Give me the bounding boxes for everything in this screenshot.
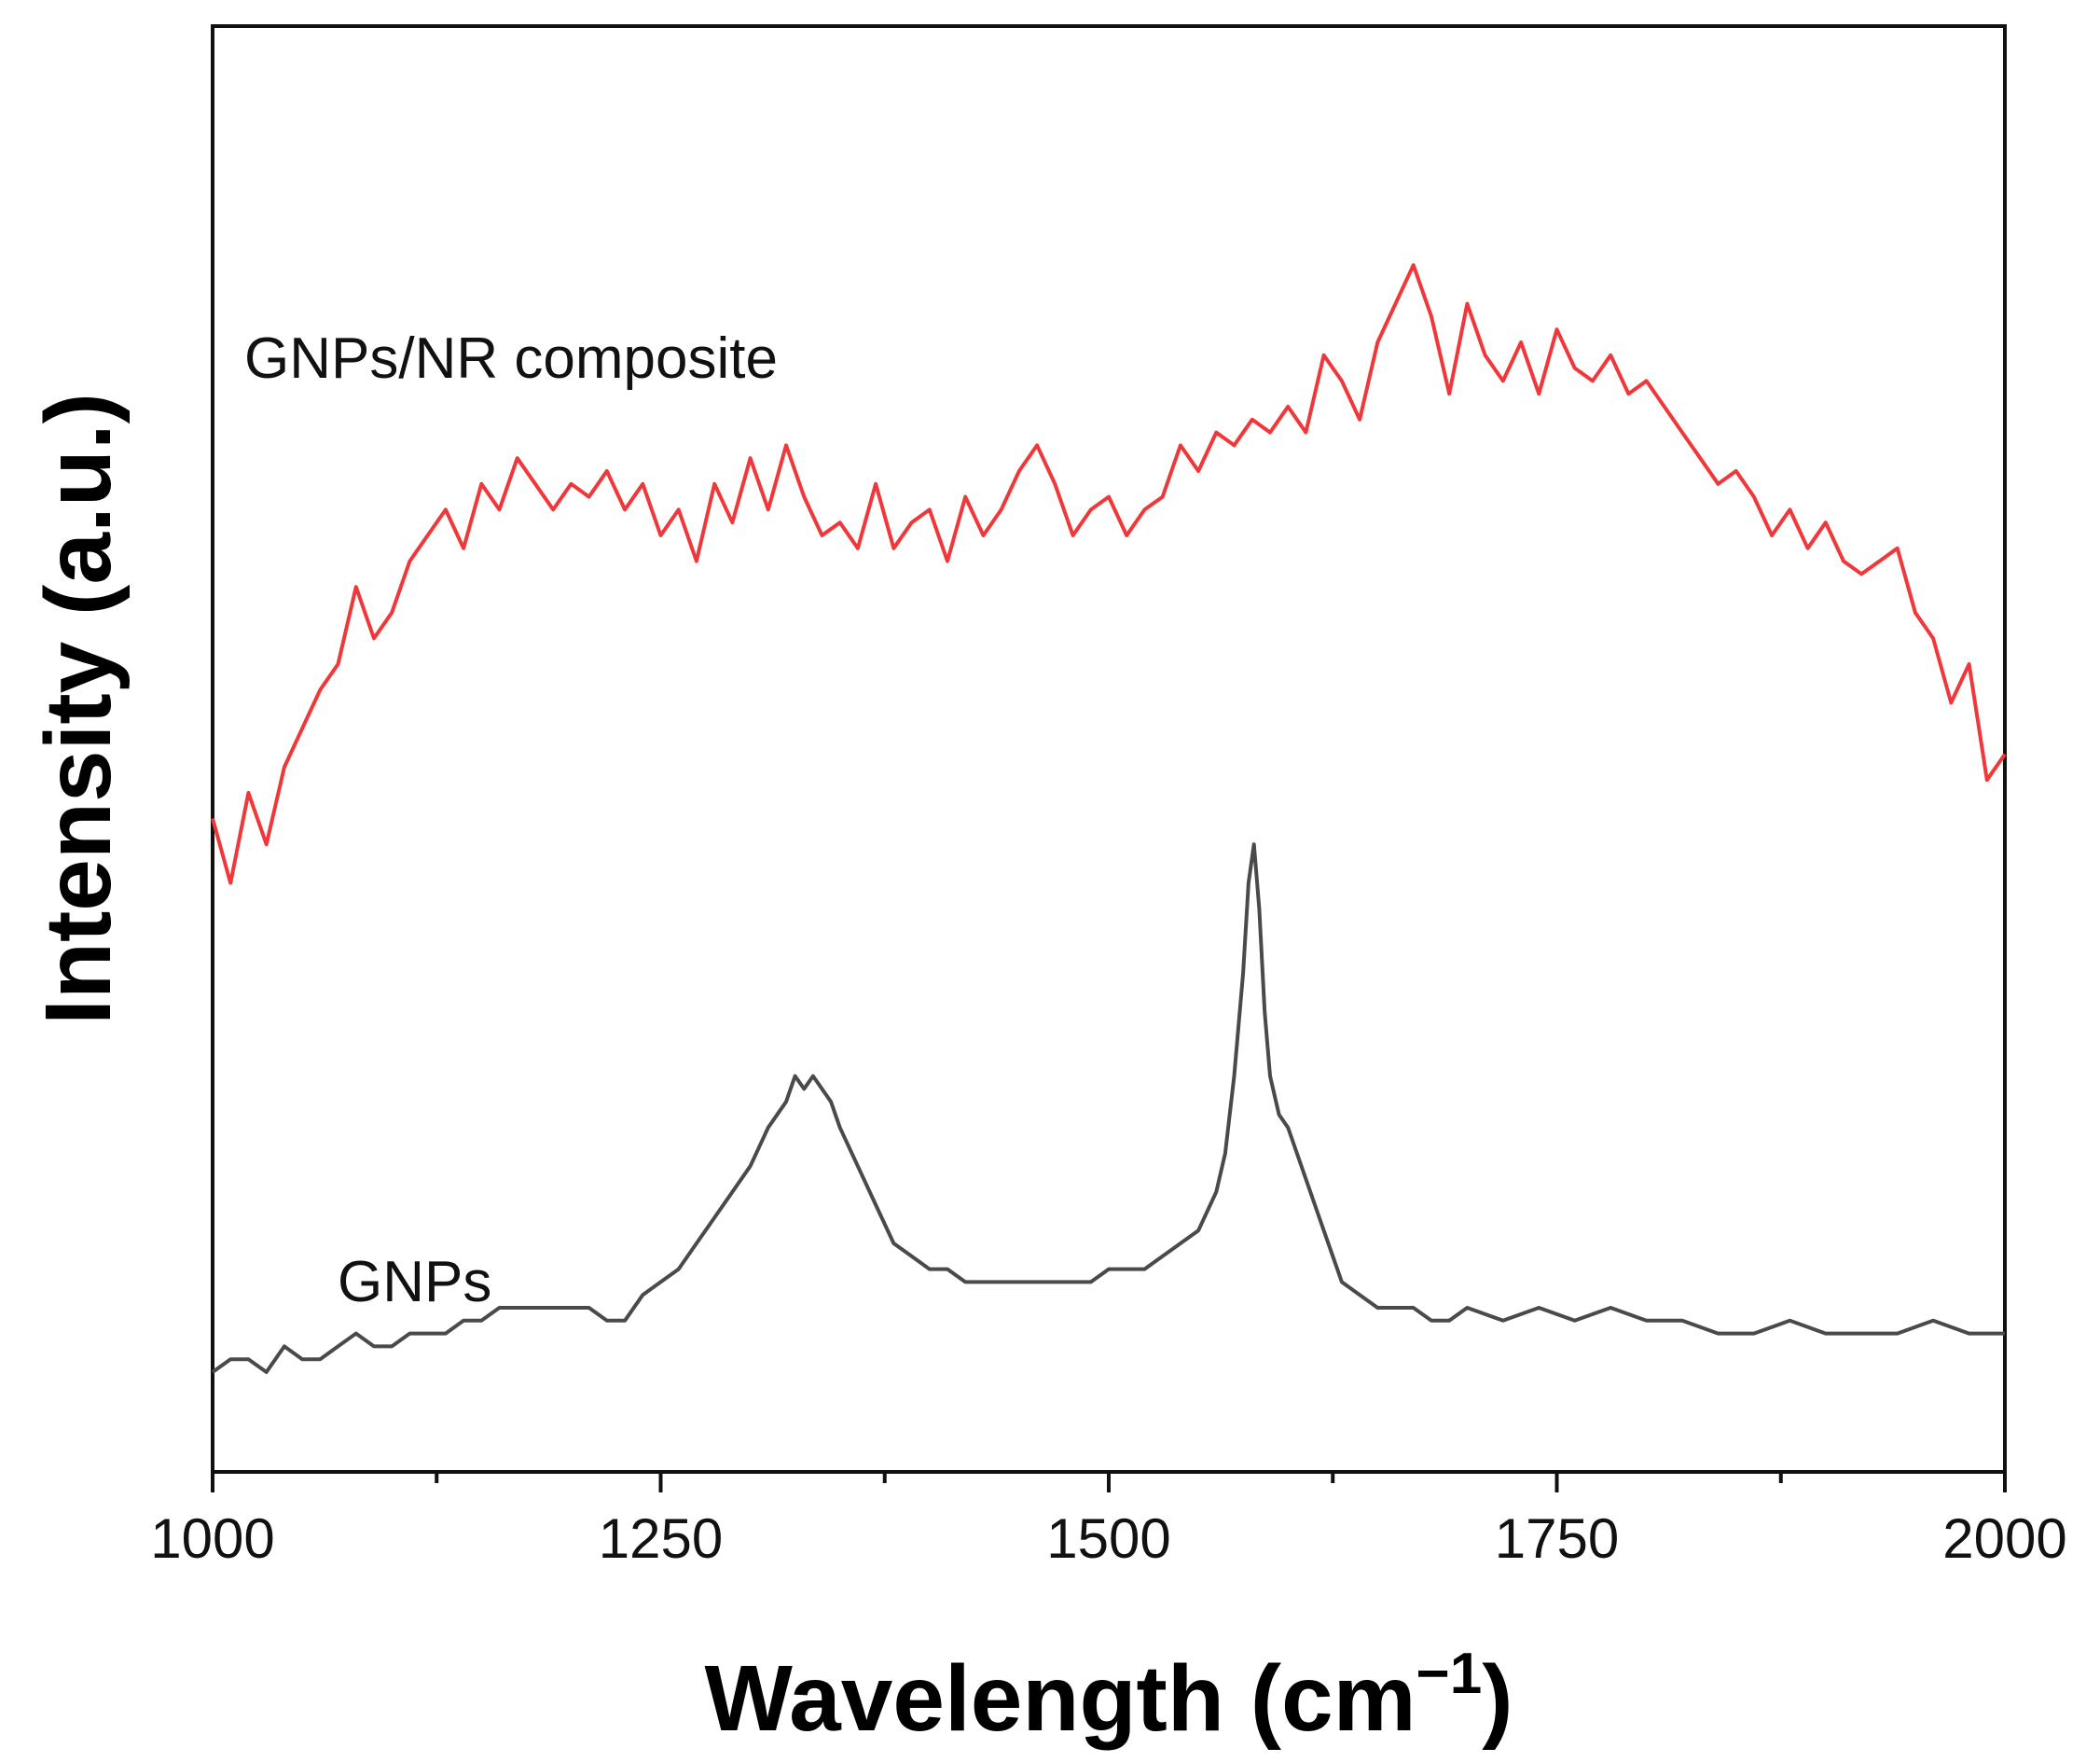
x-tick-label: 2000: [1942, 1507, 2066, 1570]
x-axis-tick-labels: 1000 1250 1500 1750 2000: [150, 1507, 2066, 1570]
y-axis-title: Intensity (a.u.): [26, 393, 131, 1025]
series-lines: [211, 263, 2007, 1374]
x-tick-label: 1750: [1495, 1507, 1619, 1570]
x-axis-title-main: Wavelength (cm: [704, 1646, 1416, 1751]
series-label-gnps-nr-composite: GNPs/NR composite: [244, 326, 778, 391]
series-line-gnps-nr-composite: [211, 263, 2007, 885]
x-tick-label: 1000: [150, 1507, 274, 1570]
x-tick-label: 1500: [1046, 1507, 1170, 1570]
x-axis-ticks: [211, 1472, 2007, 1492]
series-label-gnps: GNPs: [338, 1250, 491, 1314]
x-axis-title-superscript: −1: [1416, 1642, 1483, 1706]
x-tick-label: 1250: [599, 1507, 723, 1570]
x-axis-title-end: ): [1482, 1646, 1513, 1751]
series-line-gnps: [211, 842, 2005, 1374]
x-axis-title: Wavelength (cm−1): [704, 1642, 1513, 1751]
